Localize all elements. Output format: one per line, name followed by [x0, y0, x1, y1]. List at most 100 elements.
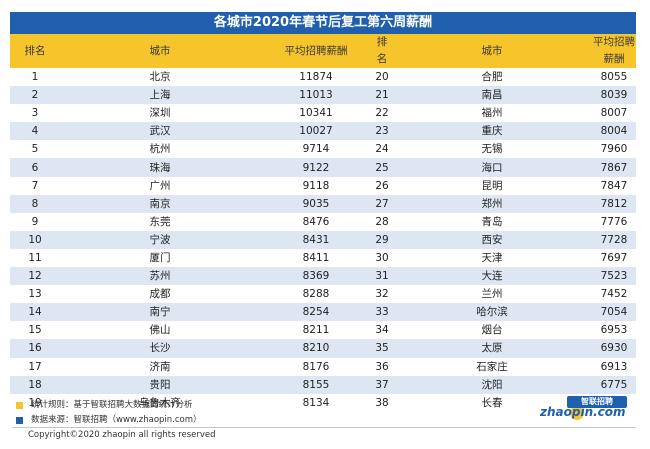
- cell-rank-2: 28: [372, 212, 392, 231]
- cell-salary-2: 7867: [592, 158, 636, 177]
- cell-rank: 7: [10, 176, 60, 195]
- cell-city: 厦门: [60, 248, 260, 268]
- salary-table-panel: 各城市2020年春节后复工第六周薪酬 排名 城市 平均招聘薪酬 排名 城市 平均…: [10, 12, 636, 412]
- cell-salary-2: 8039: [592, 86, 636, 105]
- cell-rank: 8: [10, 194, 60, 213]
- footnote-rule-text: 统计规则：基于智联招聘大数据的统计分析: [31, 400, 193, 410]
- table-row: 17 济南 8176 36 石家庄 6913: [10, 357, 636, 376]
- cell-city-2: 郑州: [392, 194, 592, 213]
- logo-badge: 智联招聘: [567, 396, 627, 408]
- cell-salary: 8176: [260, 357, 372, 376]
- cell-rank-2: 30: [372, 248, 392, 268]
- cell-city: 成都: [60, 285, 260, 304]
- cell-salary: 11874: [260, 68, 372, 87]
- footer-divider: [12, 427, 636, 428]
- cell-rank: 4: [10, 122, 60, 141]
- cell-salary-2: 7697: [592, 248, 636, 268]
- cell-rank: 1: [10, 68, 60, 87]
- cell-salary: 8476: [260, 212, 372, 231]
- cell-salary: 8288: [260, 285, 372, 304]
- header-city-2: 城市: [392, 34, 592, 68]
- table-header-row: 排名 城市 平均招聘薪酬 排名 城市 平均招聘薪酬: [10, 34, 636, 68]
- cell-city-2: 重庆: [392, 122, 592, 141]
- cell-salary-2: 7812: [592, 194, 636, 213]
- cell-rank-2: 34: [372, 321, 392, 340]
- table-row: 2 上海 11013 21 南昌 8039: [10, 86, 636, 105]
- cell-rank-2: 21: [372, 86, 392, 105]
- cell-salary-2: 7523: [592, 267, 636, 286]
- cell-rank: 9: [10, 212, 60, 231]
- cell-city: 广州: [60, 176, 260, 195]
- cell-city: 贵阳: [60, 375, 260, 394]
- cell-city-2: 烟台: [392, 321, 592, 340]
- cell-city: 武汉: [60, 122, 260, 141]
- cell-rank: 6: [10, 158, 60, 177]
- cell-rank-2: 33: [372, 303, 392, 322]
- cell-city: 南宁: [60, 303, 260, 322]
- cell-salary-2: 7054: [592, 303, 636, 322]
- salary-table: 排名 城市 平均招聘薪酬 排名 城市 平均招聘薪酬 1 北京 11874 20 合肥 80…: [10, 34, 636, 412]
- footnote-rule: 统计规则：基于智联招聘大数据的统计分析: [16, 398, 202, 413]
- table-row: 12 苏州 8369 31 大连 7523: [10, 267, 636, 286]
- cell-salary: 10027: [260, 122, 372, 141]
- cell-rank-2: 20: [372, 68, 392, 87]
- cell-rank: 17: [10, 357, 60, 376]
- table-row: 7 广州 9118 26 昆明 7847: [10, 176, 636, 195]
- footnote-source: 数据来源：智联招聘（www.zhaopin.com）: [16, 413, 202, 428]
- cell-rank: 16: [10, 339, 60, 358]
- header-salary: 平均招聘薪酬: [260, 34, 372, 68]
- cell-city-2: 天津: [392, 248, 592, 268]
- cell-rank-2: 36: [372, 357, 392, 376]
- cell-city: 深圳: [60, 104, 260, 123]
- copyright-text: Copyright©2020 zhaopin all rights reserv…: [28, 430, 216, 440]
- cell-rank: 13: [10, 285, 60, 304]
- cell-salary: 8431: [260, 230, 372, 249]
- cell-rank-2: 25: [372, 158, 392, 177]
- cell-salary: 9714: [260, 140, 372, 159]
- cell-rank: 10: [10, 230, 60, 249]
- cell-rank: 12: [10, 267, 60, 286]
- cell-city: 东莞: [60, 212, 260, 231]
- cell-city: 佛山: [60, 321, 260, 340]
- cell-salary: 8155: [260, 375, 372, 394]
- cell-city-2: 大连: [392, 267, 592, 286]
- cell-salary: 8411: [260, 248, 372, 268]
- cell-salary-2: 6953: [592, 321, 636, 340]
- cell-salary: 9035: [260, 194, 372, 213]
- cell-salary-2: 7776: [592, 212, 636, 231]
- cell-salary-2: 8055: [592, 68, 636, 87]
- cell-city: 北京: [60, 68, 260, 87]
- cell-city-2: 合肥: [392, 68, 592, 87]
- cell-city-2: 沈阳: [392, 375, 592, 394]
- table-row: 1 北京 11874 20 合肥 8055: [10, 68, 636, 87]
- cell-rank: 3: [10, 104, 60, 123]
- table-row: 18 贵阳 8155 37 沈阳 6775: [10, 375, 636, 394]
- cell-city: 苏州: [60, 267, 260, 286]
- table-row: 11 厦门 8411 30 天津 7697: [10, 248, 636, 268]
- cell-city-2: 太原: [392, 339, 592, 358]
- cell-salary: 9122: [260, 158, 372, 177]
- cell-salary-2: 7960: [592, 140, 636, 159]
- cell-salary: 8211: [260, 321, 372, 340]
- cell-salary: 8134: [260, 393, 372, 412]
- cell-city-2: 西安: [392, 230, 592, 249]
- table-row: 10 宁波 8431 29 西安 7728: [10, 230, 636, 249]
- cell-city: 乌鲁木齐: [60, 393, 260, 412]
- header-rank: 排名: [10, 34, 60, 68]
- logo-text: zhaopin.com: [540, 405, 626, 419]
- cell-city: 珠海: [60, 158, 260, 177]
- cell-city: 宁波: [60, 230, 260, 249]
- cell-salary: 8254: [260, 303, 372, 322]
- cell-salary-2: 7847: [592, 176, 636, 195]
- cell-rank-2: 27: [372, 194, 392, 213]
- cell-city: 上海: [60, 86, 260, 105]
- cell-salary: 9118: [260, 176, 372, 195]
- table-row: 13 成都 8288 32 兰州 7452: [10, 285, 636, 304]
- cell-salary-2: 6930: [592, 339, 636, 358]
- table-row: 6 珠海 9122 25 海口 7867: [10, 158, 636, 177]
- cell-rank: 14: [10, 303, 60, 322]
- cell-rank-2: 35: [372, 339, 392, 358]
- cell-city-2: 哈尔滨: [392, 303, 592, 322]
- cell-salary-2: 8007: [592, 104, 636, 123]
- cell-salary-2: 6913: [592, 357, 636, 376]
